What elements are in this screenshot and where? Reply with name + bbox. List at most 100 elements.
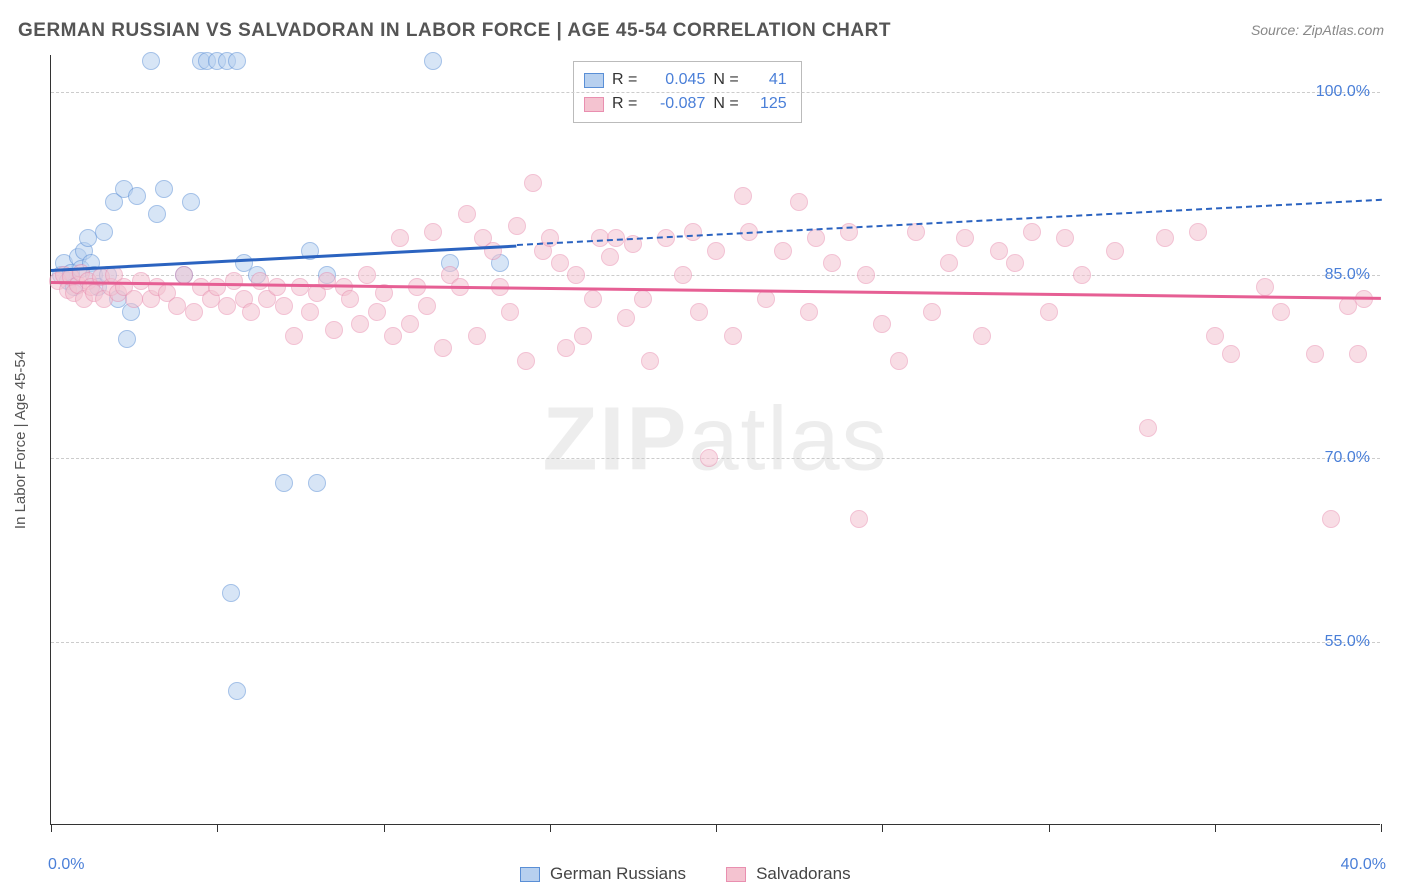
gridline bbox=[51, 642, 1380, 643]
data-point bbox=[641, 352, 659, 370]
data-point bbox=[418, 297, 436, 315]
data-point bbox=[800, 303, 818, 321]
data-point bbox=[923, 303, 941, 321]
data-point bbox=[907, 223, 925, 241]
data-point bbox=[208, 278, 226, 296]
n-label: N = bbox=[713, 95, 738, 113]
data-point bbox=[222, 584, 240, 602]
data-point bbox=[1023, 223, 1041, 241]
data-point bbox=[1139, 419, 1157, 437]
data-point bbox=[601, 248, 619, 266]
stats-row-german: R = 0.045 N = 41 bbox=[584, 68, 787, 92]
x-tick bbox=[716, 824, 717, 832]
data-point bbox=[341, 290, 359, 308]
data-point bbox=[358, 266, 376, 284]
data-point bbox=[242, 303, 260, 321]
y-tick-label: 70.0% bbox=[1325, 449, 1370, 467]
r-value-german: 0.045 bbox=[645, 71, 705, 89]
data-point bbox=[384, 327, 402, 345]
data-point bbox=[79, 229, 97, 247]
data-point bbox=[228, 52, 246, 70]
data-point bbox=[707, 242, 725, 260]
stats-row-salvadoran: R = -0.087 N = 125 bbox=[584, 92, 787, 116]
data-point bbox=[484, 242, 502, 260]
data-point bbox=[251, 272, 269, 290]
data-point bbox=[225, 272, 243, 290]
data-point bbox=[1256, 278, 1274, 296]
data-point bbox=[424, 223, 442, 241]
data-point bbox=[434, 339, 452, 357]
data-point bbox=[401, 315, 419, 333]
data-point bbox=[1106, 242, 1124, 260]
data-point bbox=[790, 193, 808, 211]
data-point bbox=[175, 266, 193, 284]
chart-title: GERMAN RUSSIAN VS SALVADORAN IN LABOR FO… bbox=[18, 20, 891, 42]
data-point bbox=[1040, 303, 1058, 321]
legend-label-salvadoran: Salvadorans bbox=[756, 864, 851, 884]
x-tick bbox=[1215, 824, 1216, 832]
data-point bbox=[391, 229, 409, 247]
data-point bbox=[557, 339, 575, 357]
data-point bbox=[690, 303, 708, 321]
data-point bbox=[118, 330, 136, 348]
x-tick bbox=[384, 824, 385, 832]
data-point bbox=[1322, 510, 1340, 528]
y-tick-label: 100.0% bbox=[1316, 83, 1370, 101]
n-value-salvadoran: 125 bbox=[747, 95, 787, 113]
data-point bbox=[155, 180, 173, 198]
data-point bbox=[873, 315, 891, 333]
y-tick-label: 85.0% bbox=[1325, 266, 1370, 284]
r-label: R = bbox=[612, 95, 637, 113]
data-point bbox=[1206, 327, 1224, 345]
data-point bbox=[517, 352, 535, 370]
data-point bbox=[940, 254, 958, 272]
data-point bbox=[301, 303, 319, 321]
data-point bbox=[757, 290, 775, 308]
data-point bbox=[142, 52, 160, 70]
data-point bbox=[684, 223, 702, 241]
data-point bbox=[807, 229, 825, 247]
legend-item-salvadoran: Salvadorans bbox=[726, 864, 851, 884]
data-point bbox=[734, 187, 752, 205]
r-value-salvadoran: -0.087 bbox=[645, 95, 705, 113]
data-point bbox=[228, 682, 246, 700]
data-point bbox=[541, 229, 559, 247]
data-point bbox=[890, 352, 908, 370]
data-point bbox=[724, 327, 742, 345]
data-point bbox=[268, 278, 286, 296]
data-point bbox=[584, 290, 602, 308]
data-point bbox=[850, 510, 868, 528]
x-tick bbox=[550, 824, 551, 832]
data-point bbox=[125, 290, 143, 308]
data-point bbox=[148, 205, 166, 223]
data-point bbox=[291, 278, 309, 296]
data-point bbox=[551, 254, 569, 272]
r-label: R = bbox=[612, 71, 637, 89]
data-point bbox=[574, 327, 592, 345]
legend-swatch-salvadoran bbox=[726, 867, 746, 882]
data-point bbox=[95, 223, 113, 241]
data-point bbox=[318, 272, 336, 290]
n-label: N = bbox=[713, 71, 738, 89]
data-point bbox=[700, 449, 718, 467]
data-point bbox=[956, 229, 974, 247]
data-point bbox=[185, 303, 203, 321]
gridline bbox=[51, 92, 1380, 93]
legend: German Russians Salvadorans bbox=[520, 864, 851, 884]
data-point bbox=[351, 315, 369, 333]
data-point bbox=[218, 297, 236, 315]
x-tick bbox=[1381, 824, 1382, 832]
data-point bbox=[857, 266, 875, 284]
data-point bbox=[182, 193, 200, 211]
data-point bbox=[634, 290, 652, 308]
y-tick-label: 55.0% bbox=[1325, 633, 1370, 651]
data-point bbox=[501, 303, 519, 321]
data-point bbox=[1349, 345, 1367, 363]
data-point bbox=[1222, 345, 1240, 363]
data-point bbox=[1006, 254, 1024, 272]
legend-swatch-german bbox=[520, 867, 540, 882]
x-tick bbox=[1049, 824, 1050, 832]
swatch-salvadoran bbox=[584, 97, 604, 112]
data-point bbox=[275, 297, 293, 315]
data-point bbox=[1306, 345, 1324, 363]
